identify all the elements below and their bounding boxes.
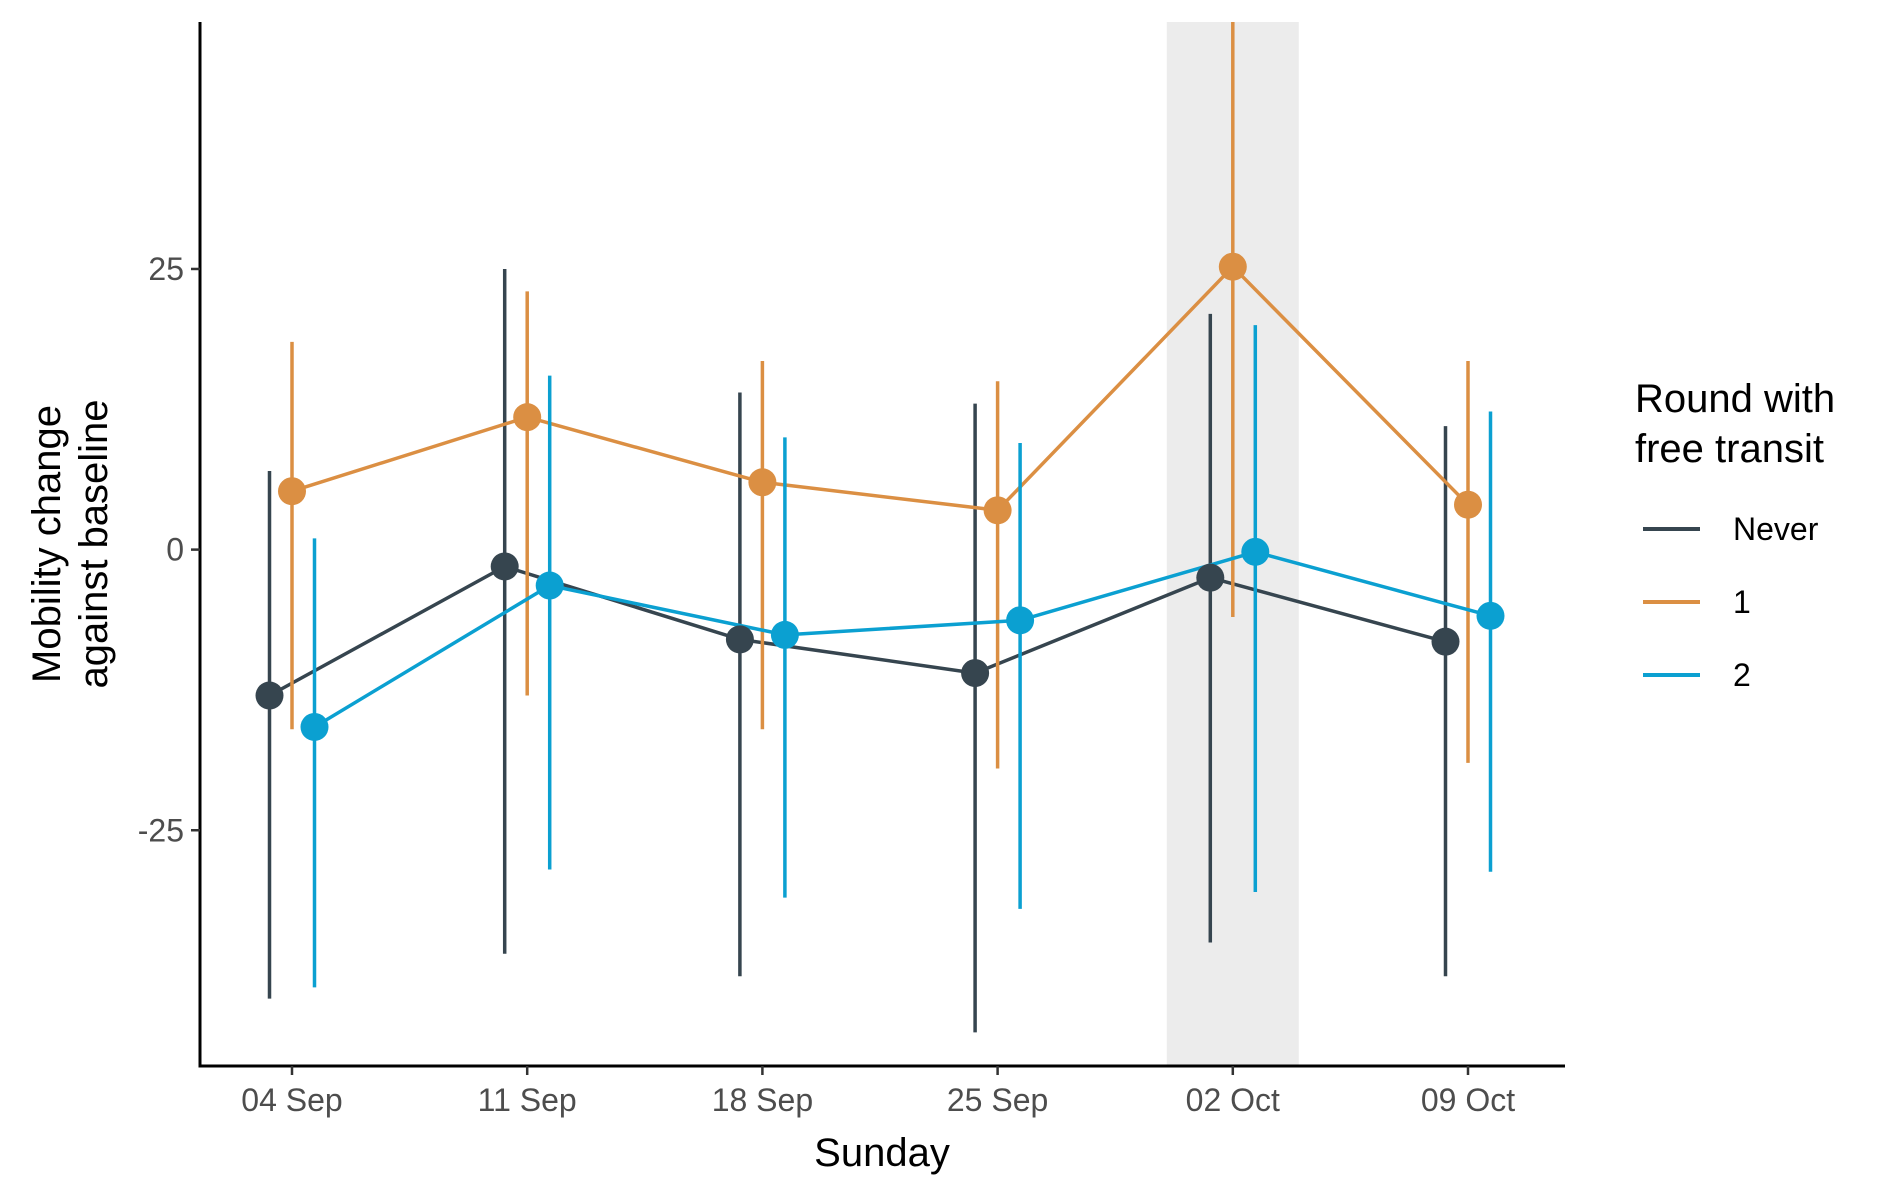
y-axis-title: Mobility changeagainst baseline xyxy=(25,399,116,688)
y-tick-label: -25 xyxy=(138,812,184,848)
data-point-1 xyxy=(748,468,777,497)
data-point-Never xyxy=(490,552,519,581)
series-layer xyxy=(255,22,1505,1033)
data-point-2 xyxy=(535,571,564,600)
axes-layer xyxy=(191,22,1565,1075)
data-point-1 xyxy=(1218,252,1247,281)
x-tick-label: 04 Sep xyxy=(241,1082,342,1118)
x-axis-title: Sunday xyxy=(814,1131,950,1175)
data-point-1 xyxy=(1454,490,1482,519)
data-point-2 xyxy=(770,620,799,649)
data-point-1 xyxy=(513,403,542,432)
data-point-1 xyxy=(983,496,1012,525)
data-point-Never xyxy=(1431,627,1460,656)
data-point-Never xyxy=(255,681,284,710)
data-point-1 xyxy=(278,477,306,506)
y-axis-title-line: against baseline xyxy=(72,399,116,688)
series-line-1 xyxy=(291,264,1470,513)
x-tick-label: 09 Oct xyxy=(1421,1082,1515,1118)
legend-title: Round with free transit xyxy=(1635,377,1835,471)
x-tick-label: 18 Sep xyxy=(712,1082,813,1118)
data-point-2 xyxy=(1476,601,1505,630)
data-point-2 xyxy=(1006,606,1035,635)
series-line-2 xyxy=(313,550,1491,729)
legend-title-line: Round with xyxy=(1635,377,1835,421)
x-tick-label: 02 Oct xyxy=(1186,1082,1280,1118)
series-line-Never xyxy=(268,564,1446,698)
data-point-2 xyxy=(300,712,329,741)
legend-label: 1 xyxy=(1733,584,1751,620)
y-tick-label: 0 xyxy=(166,532,184,568)
data-point-Never xyxy=(725,625,754,654)
x-tick-label: 25 Sep xyxy=(947,1082,1048,1118)
legend-label: 2 xyxy=(1733,657,1751,693)
legend-title-line: free transit xyxy=(1635,427,1824,471)
legend-layer: Round with free transit Never 1 2 xyxy=(1635,377,1835,693)
data-point-Never xyxy=(961,659,990,688)
y-tick-label: 25 xyxy=(148,251,184,287)
y-axis-title-line: Mobility change xyxy=(25,405,69,683)
data-point-2 xyxy=(1241,537,1270,566)
legend-label: Never xyxy=(1733,511,1819,547)
data-point-Never xyxy=(1196,563,1225,592)
labels-layer: 25 0 -25 04 Sep 11 Sep 18 Sep 25 Sep 02 Oct 09 O… xyxy=(25,251,1515,1175)
x-tick-label: 11 Sep xyxy=(478,1082,577,1118)
